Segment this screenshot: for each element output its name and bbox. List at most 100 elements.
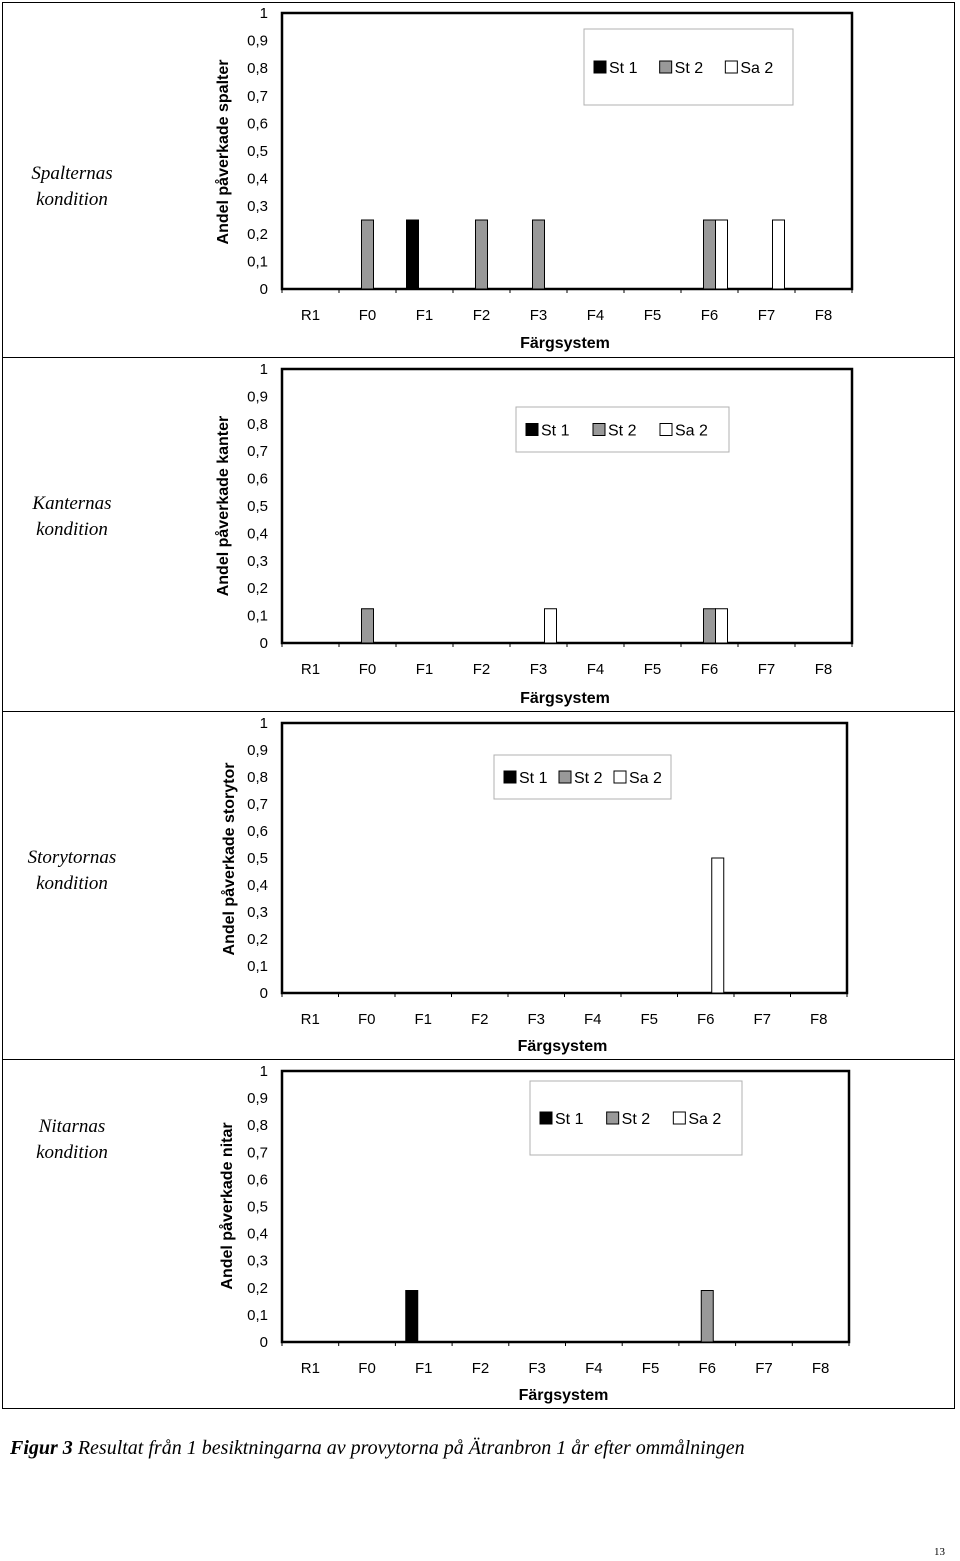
y-tick-label: 0,3 <box>247 198 268 215</box>
legend-box <box>493 754 672 800</box>
page-number: 13 <box>934 1546 945 1558</box>
legend-label: St 2 <box>675 60 704 77</box>
row-title-kanter: Kanternas kondition <box>32 493 112 540</box>
y-tick-label: 0,3 <box>247 1253 268 1270</box>
y-axis-label: Andel påverkade storytor <box>220 763 238 956</box>
y-axis-label: Andel påverkade nitar <box>218 1122 236 1289</box>
x-tick-label: F4 <box>587 661 605 678</box>
x-tick-label: F0 <box>359 307 377 324</box>
x-tick-label: F0 <box>359 661 377 678</box>
x-tick-label: F3 <box>530 661 548 678</box>
bar <box>405 1290 419 1343</box>
y-tick-label: 0 <box>260 1334 268 1351</box>
x-tick-label: R1 <box>301 1360 320 1377</box>
x-tick-label: F3 <box>527 1011 545 1028</box>
x-tick-label: F4 <box>587 307 605 324</box>
y-tick-label: 0 <box>260 985 268 1002</box>
legend-box <box>515 406 730 453</box>
x-tick-label: F6 <box>697 1011 715 1028</box>
x-tick-label: F2 <box>471 1011 489 1028</box>
x-tick-label: F8 <box>815 661 833 678</box>
x-tick-label: R1 <box>301 307 320 324</box>
y-tick-label: 0,5 <box>247 850 268 867</box>
bar <box>715 608 728 644</box>
y-tick-label: 0,8 <box>247 1117 268 1134</box>
y-tick-label: 1 <box>260 5 268 22</box>
x-tick-label: F2 <box>473 661 491 678</box>
y-tick-label: 0,7 <box>247 796 268 813</box>
x-tick-label: F7 <box>755 1360 773 1377</box>
y-tick-label: 0,1 <box>247 958 268 975</box>
y-tick-label: 0,6 <box>247 115 268 132</box>
y-tick-label: 0,9 <box>247 742 268 759</box>
legend-label: St 2 <box>622 1111 651 1128</box>
y-tick-label: 0,6 <box>247 1171 268 1188</box>
x-tick-label: R1 <box>301 661 320 678</box>
y-tick-label: 0,5 <box>247 143 268 160</box>
y-tick-label: 0,8 <box>247 416 268 433</box>
chart-nitar: 0 0,1 0,2 0,3 0,4 0,5 0,6 0,7 0,8 0,9 1 R1 F0 F1 F2 F3 F… <box>218 1063 851 1404</box>
legend-swatch <box>592 423 606 436</box>
caption-text: Resultat från 1 besiktningarna av provyt… <box>77 1437 745 1459</box>
x-tick-label: F7 <box>753 1011 771 1028</box>
legend-swatch <box>503 770 517 784</box>
legend-label: Sa 2 <box>688 1111 721 1128</box>
x-tick-label: F5 <box>644 661 662 678</box>
x-tick-label: F5 <box>640 1011 658 1028</box>
chart-spalter: 0 0,1 0,2 0,3 0,4 0,5 0,6 0,7 0,8 0,9 1 R1 F0 F1 F2 F3 F… <box>214 5 854 352</box>
y-tick-label: 0,4 <box>247 525 268 542</box>
bar <box>406 219 419 290</box>
caption-label: Figur 3 <box>10 1437 73 1459</box>
legend-swatch <box>593 60 607 74</box>
x-axis-label: Färgsystem <box>520 690 610 707</box>
legend-swatch <box>613 770 627 784</box>
x-tick-label: R1 <box>301 1011 320 1028</box>
legend-swatch <box>539 1111 553 1125</box>
row-separator <box>2 357 955 358</box>
legend-label: St 2 <box>574 770 603 787</box>
y-tick-label: 0,8 <box>247 769 268 786</box>
y-tick-label: 0,2 <box>247 931 268 948</box>
x-tick-label: F3 <box>530 307 548 324</box>
x-tick-label: F1 <box>414 1011 432 1028</box>
x-tick-label: F1 <box>416 307 434 324</box>
y-tick-label: 1 <box>260 361 268 378</box>
y-tick-label: 0,9 <box>247 33 268 50</box>
y-tick-label: 0,6 <box>247 471 268 488</box>
legend-label: St 1 <box>555 1111 584 1128</box>
bar <box>715 219 728 290</box>
legend-swatch <box>724 60 738 74</box>
x-tick-label: F7 <box>758 661 776 678</box>
bar <box>475 219 488 290</box>
y-tick-label: 0,8 <box>247 60 268 77</box>
x-axis-label: Färgsystem <box>520 335 610 352</box>
y-tick-label: 0,1 <box>247 1307 268 1324</box>
legend-swatch <box>525 423 539 436</box>
x-tick-label: F1 <box>416 661 434 678</box>
y-tick-label: 0,2 <box>247 226 268 243</box>
y-tick-label: 0,9 <box>247 388 268 405</box>
bar <box>711 857 725 994</box>
x-tick-label: F3 <box>528 1360 546 1377</box>
row-title-storytor: Storytornas kondition <box>27 847 117 894</box>
legend-swatch <box>558 770 572 784</box>
x-tick-label: F8 <box>815 307 833 324</box>
bar <box>532 219 545 290</box>
legend-label: St 1 <box>609 60 638 77</box>
chart-storytor: 0 0,1 0,2 0,3 0,4 0,5 0,6 0,7 0,8 0,9 1 R1 F0 F1 F2 F3 F… <box>220 715 849 1055</box>
y-tick-label: 0,6 <box>247 823 268 840</box>
legend-swatch <box>659 60 673 74</box>
x-axis-label: Färgsystem <box>518 1038 608 1055</box>
y-tick-label: 1 <box>260 1063 268 1080</box>
x-tick-label: F0 <box>358 1011 376 1028</box>
y-tick-label: 0,4 <box>247 877 268 894</box>
x-tick-label: F6 <box>698 1360 716 1377</box>
x-tick-label: F8 <box>810 1011 828 1028</box>
x-tick-label: F5 <box>642 1360 660 1377</box>
y-tick-label: 0,4 <box>247 1226 268 1243</box>
y-axis-label: Andel påverkade spalter <box>214 60 232 245</box>
y-tick-label: 0,7 <box>247 443 268 460</box>
bar <box>772 219 785 290</box>
bar <box>703 608 716 644</box>
bar <box>361 219 374 290</box>
